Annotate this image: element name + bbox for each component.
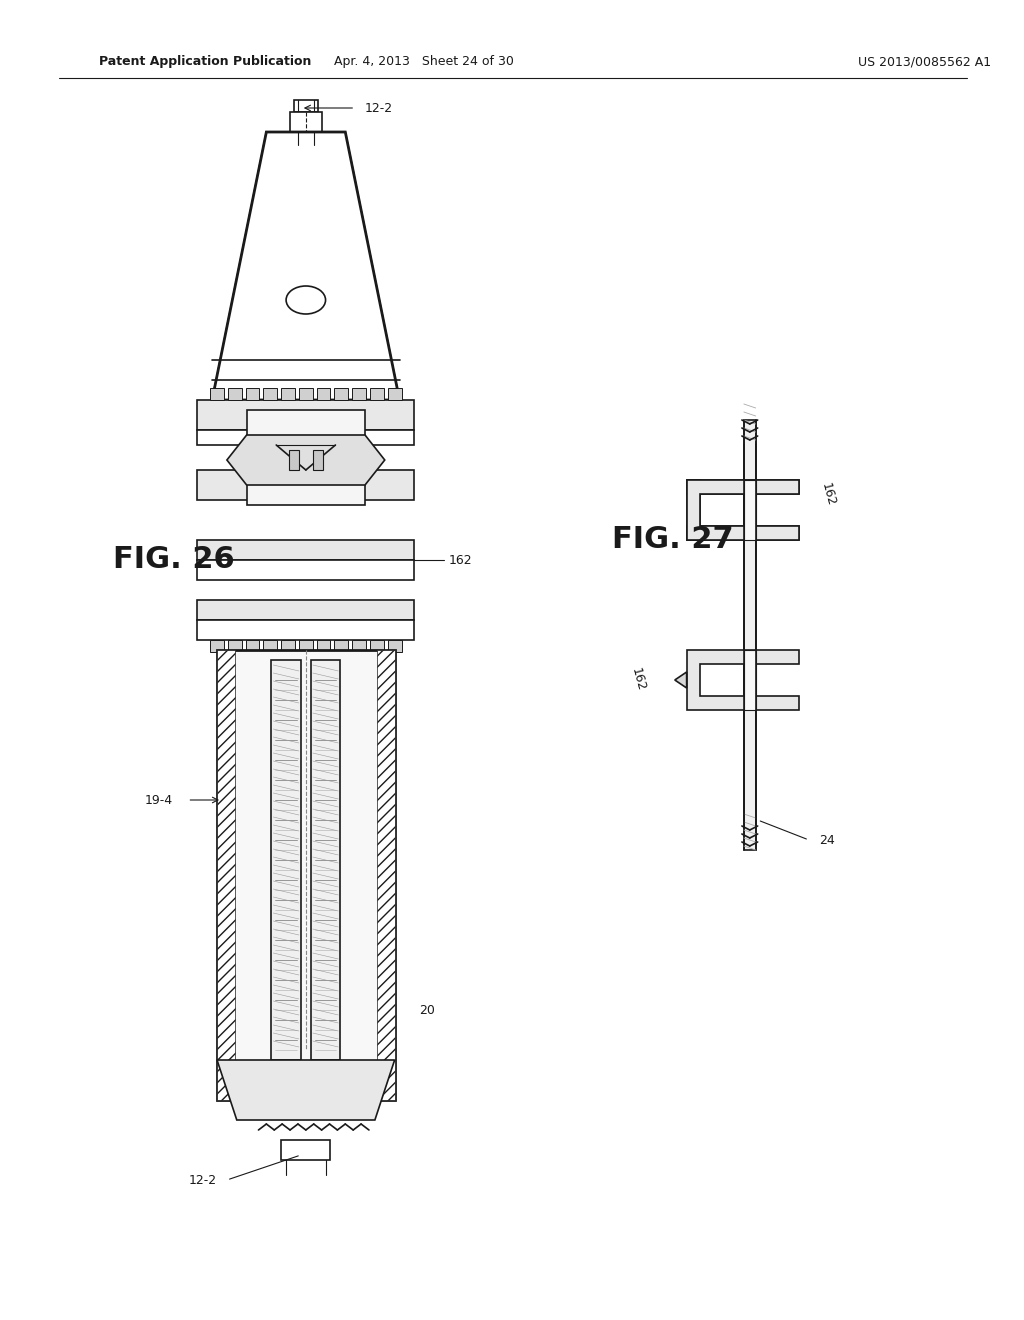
Polygon shape	[212, 132, 399, 400]
Polygon shape	[314, 137, 357, 395]
Polygon shape	[255, 137, 297, 395]
Bar	[198, 601, 415, 620]
Bar	[282, 388, 295, 400]
Bar	[271, 660, 301, 1060]
Polygon shape	[212, 132, 399, 400]
Bar	[743, 480, 756, 540]
Text: 162: 162	[449, 553, 472, 566]
Text: US 2013/0085562 A1: US 2013/0085562 A1	[858, 55, 991, 69]
Text: 162: 162	[629, 667, 647, 693]
Bar	[687, 525, 799, 540]
Bar	[312, 450, 323, 470]
Polygon shape	[217, 1060, 394, 1119]
Text: Patent Application Publication: Patent Application Publication	[98, 55, 311, 69]
Bar	[263, 388, 278, 400]
Bar	[247, 411, 365, 506]
Bar	[198, 400, 415, 430]
Bar	[198, 620, 415, 640]
Text: 19-4: 19-4	[144, 793, 173, 807]
Bar	[388, 640, 401, 652]
Bar	[687, 480, 700, 540]
Bar	[289, 450, 299, 470]
Bar	[290, 112, 322, 132]
Text: 12-2: 12-2	[188, 1173, 217, 1187]
Text: FIG. 27: FIG. 27	[611, 525, 733, 554]
Bar	[352, 640, 366, 652]
Bar	[299, 640, 312, 652]
Polygon shape	[675, 672, 687, 688]
Bar	[228, 388, 242, 400]
Text: 24: 24	[819, 833, 835, 846]
Bar	[217, 649, 234, 1100]
Bar	[217, 649, 394, 1100]
Bar	[198, 540, 415, 560]
Bar	[335, 388, 348, 400]
Bar	[370, 388, 384, 400]
Bar	[246, 640, 259, 652]
Bar	[198, 560, 415, 579]
Bar	[370, 640, 384, 652]
Bar	[282, 1140, 331, 1160]
Bar	[210, 388, 224, 400]
Polygon shape	[227, 436, 385, 484]
Bar	[388, 388, 401, 400]
Bar	[743, 649, 756, 710]
Polygon shape	[294, 137, 317, 395]
Bar	[335, 640, 348, 652]
Bar	[299, 388, 312, 400]
Text: Apr. 4, 2013   Sheet 24 of 30: Apr. 4, 2013 Sheet 24 of 30	[334, 55, 514, 69]
Bar	[263, 640, 278, 652]
Bar	[377, 649, 394, 1100]
Bar	[198, 430, 415, 445]
Bar	[316, 640, 331, 652]
Bar	[310, 660, 340, 1060]
Bar	[210, 640, 224, 652]
Bar	[246, 388, 259, 400]
Bar	[687, 480, 799, 494]
Bar	[316, 388, 331, 400]
Text: 12-2: 12-2	[365, 102, 393, 115]
Bar	[352, 388, 366, 400]
Polygon shape	[687, 649, 799, 710]
Bar	[743, 420, 756, 850]
Polygon shape	[687, 480, 799, 540]
Ellipse shape	[286, 286, 326, 314]
Text: FIG. 26: FIG. 26	[114, 545, 236, 574]
Bar	[294, 100, 317, 112]
Text: 162: 162	[819, 482, 838, 508]
Text: 20: 20	[419, 1003, 435, 1016]
Bar	[228, 640, 242, 652]
Bar	[198, 470, 415, 500]
Bar	[282, 640, 295, 652]
